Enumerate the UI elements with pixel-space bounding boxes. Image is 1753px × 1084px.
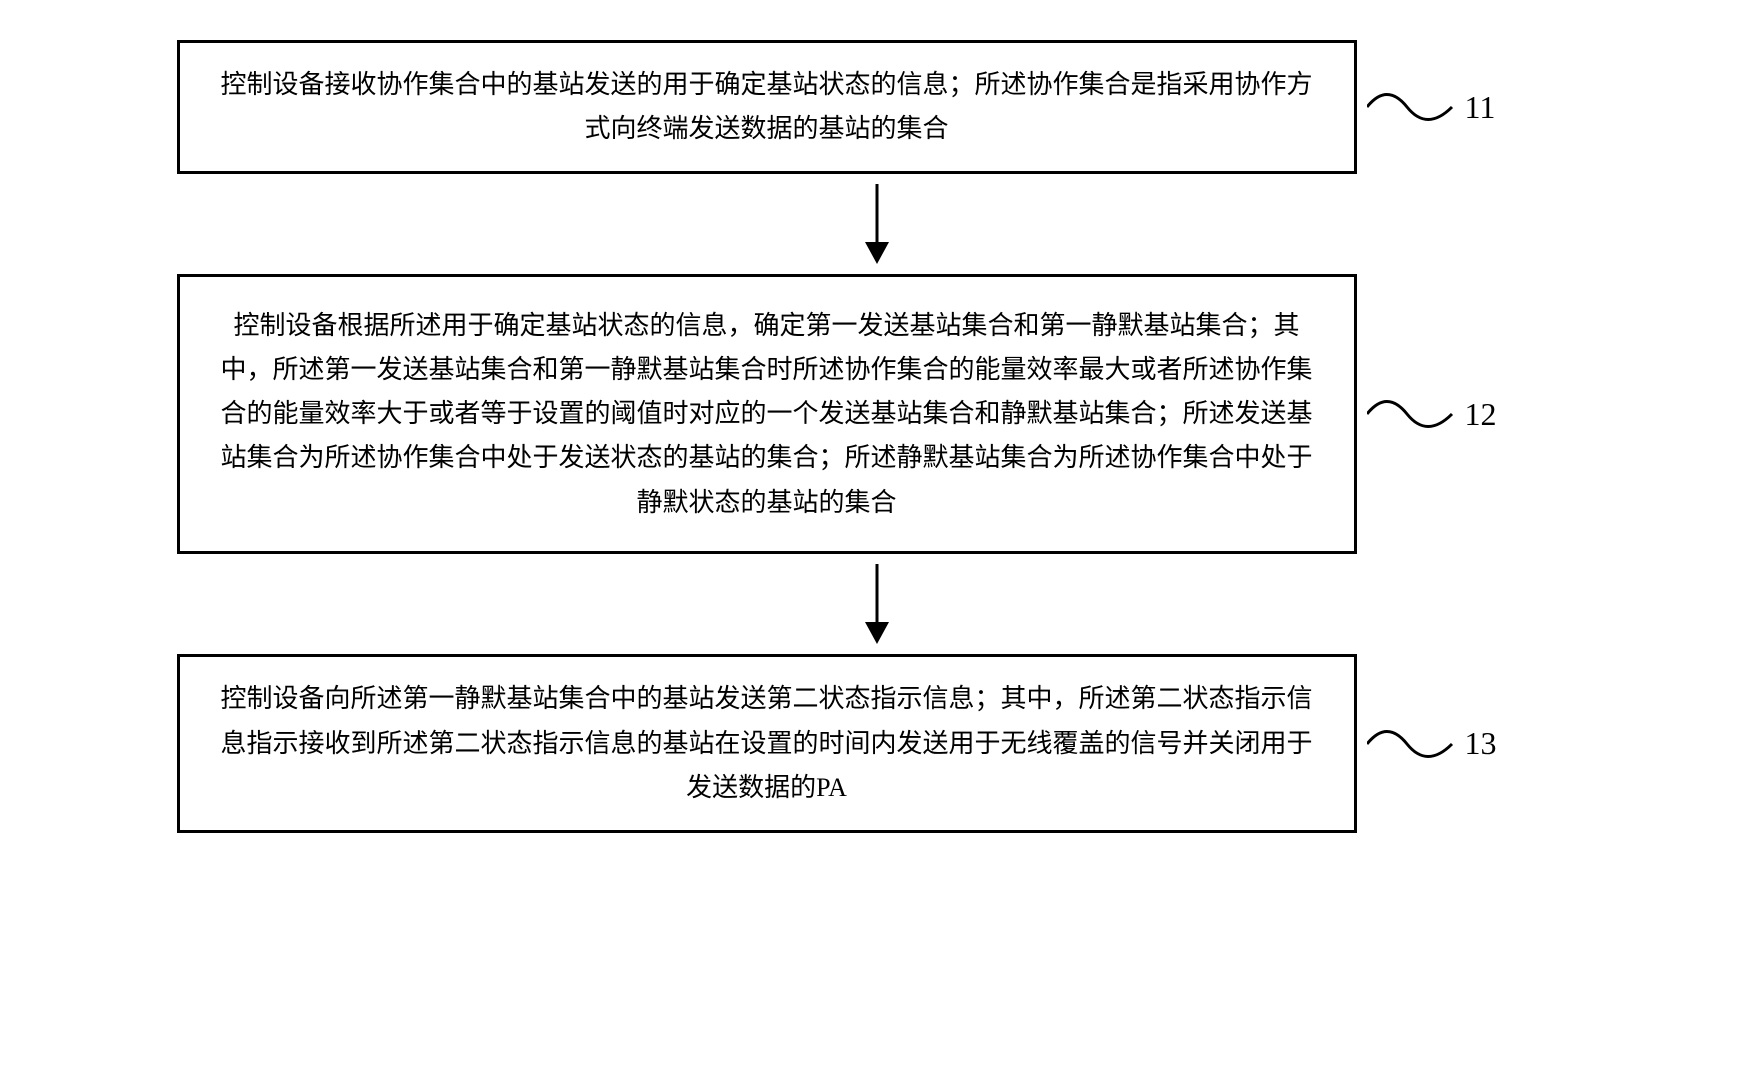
- flowchart-box-1: 控制设备接收协作集合中的基站发送的用于确定基站状态的信息；所述协作集合是指采用协…: [177, 40, 1357, 174]
- flowchart-box-3: 控制设备向所述第一静默基站集合中的基站发送第二状态指示信息；其中，所述第二状态指…: [177, 654, 1357, 833]
- node-label: 13: [1465, 725, 1497, 762]
- arrow-down-icon: [857, 184, 897, 264]
- wave-connector-icon: [1367, 77, 1457, 137]
- label-connector: 12: [1367, 384, 1497, 444]
- node-label: 11: [1465, 89, 1496, 126]
- label-connector: 11: [1367, 77, 1496, 137]
- flowchart-box-text: 控制设备根据所述用于确定基站状态的信息，确定第一发送基站集合和第一静默基站集合；…: [210, 304, 1324, 525]
- flowchart-box-text: 控制设备向所述第一静默基站集合中的基站发送第二状态指示信息；其中，所述第二状态指…: [210, 677, 1324, 810]
- node-label: 12: [1465, 396, 1497, 433]
- arrow-container: [287, 564, 1467, 644]
- wave-connector-icon: [1367, 714, 1457, 774]
- arrow-down-icon: [857, 564, 897, 644]
- flowchart-node-row: 控制设备接收协作集合中的基站发送的用于确定基站状态的信息；所述协作集合是指采用协…: [177, 40, 1577, 174]
- arrow-container: [287, 184, 1467, 264]
- label-connector: 13: [1367, 714, 1497, 774]
- flowchart-container: 控制设备接收协作集合中的基站发送的用于确定基站状态的信息；所述协作集合是指采用协…: [177, 40, 1577, 833]
- flowchart-box-2: 控制设备根据所述用于确定基站状态的信息，确定第一发送基站集合和第一静默基站集合；…: [177, 274, 1357, 554]
- flowchart-box-text: 控制设备接收协作集合中的基站发送的用于确定基站状态的信息；所述协作集合是指采用协…: [210, 63, 1324, 151]
- flowchart-node-row: 控制设备向所述第一静默基站集合中的基站发送第二状态指示信息；其中，所述第二状态指…: [177, 654, 1577, 833]
- flowchart-node-row: 控制设备根据所述用于确定基站状态的信息，确定第一发送基站集合和第一静默基站集合；…: [177, 274, 1577, 554]
- wave-connector-icon: [1367, 384, 1457, 444]
